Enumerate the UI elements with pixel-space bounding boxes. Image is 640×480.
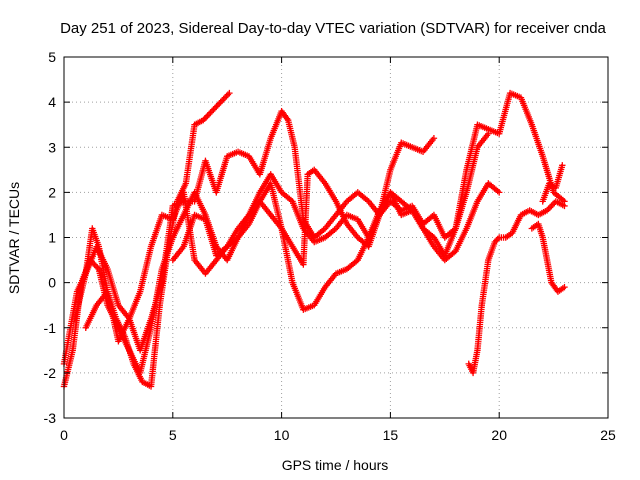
y-tick-label: 2 [48, 184, 56, 200]
y-axis-label: SDTVAR / TECUs [6, 182, 22, 294]
data-series [82, 89, 568, 345]
x-tick-label: 20 [491, 427, 507, 443]
data-point [202, 113, 210, 121]
data-point [217, 98, 224, 106]
data-series [539, 162, 566, 205]
data-point [224, 91, 232, 98]
data-point [220, 95, 227, 103]
data-point [485, 130, 492, 137]
data-series [60, 171, 503, 390]
data-point [211, 104, 219, 112]
x-tick-labels: 0 5 10 15 20 25 [60, 427, 616, 443]
y-tick-label: -2 [44, 365, 57, 381]
data-series [71, 107, 438, 354]
chart-title: Day 251 of 2023, Sidereal Day-to-day VTE… [60, 20, 606, 37]
data-series [465, 198, 568, 377]
x-tick-label: 10 [274, 427, 290, 443]
y-tick-label: -1 [44, 320, 57, 336]
data-point [221, 94, 229, 101]
data-point [430, 135, 438, 142]
y-tick-label: 1 [48, 230, 56, 246]
data-point [226, 89, 233, 97]
data-point [223, 92, 230, 100]
data-point [561, 283, 568, 291]
data-point [210, 106, 217, 113]
data-series [169, 130, 492, 313]
y-tick-label: -3 [44, 410, 57, 426]
data-point [204, 112, 211, 119]
x-tick-label: 15 [383, 427, 399, 443]
data-point [494, 235, 501, 243]
x-axis-label: GPS time / hours [282, 457, 389, 473]
y-tick-labels: -3 -2 -1 0 1 2 3 4 5 [44, 49, 57, 426]
data-point [218, 97, 226, 104]
data-point [548, 202, 555, 210]
data-point [546, 204, 554, 211]
y-tick-label: 4 [48, 94, 56, 110]
y-tick-label: 3 [48, 139, 56, 155]
data-point [216, 100, 223, 107]
x-tick-label: 0 [60, 427, 68, 443]
data-point [561, 202, 568, 210]
data-point [213, 103, 220, 110]
data-point [559, 162, 566, 169]
y-tick-label: 5 [48, 49, 56, 65]
data-point [208, 107, 216, 115]
x-tick-label: 25 [600, 427, 616, 443]
data-series [528, 220, 568, 295]
x-tick-label: 5 [169, 427, 177, 443]
y-tick-label: 0 [48, 275, 56, 291]
data-point [205, 110, 213, 118]
data-point [92, 262, 100, 270]
data-point [214, 101, 221, 109]
data-marks [60, 89, 568, 390]
data-point [496, 189, 503, 196]
data-point [207, 109, 214, 116]
axis-ticks [63, 56, 609, 419]
